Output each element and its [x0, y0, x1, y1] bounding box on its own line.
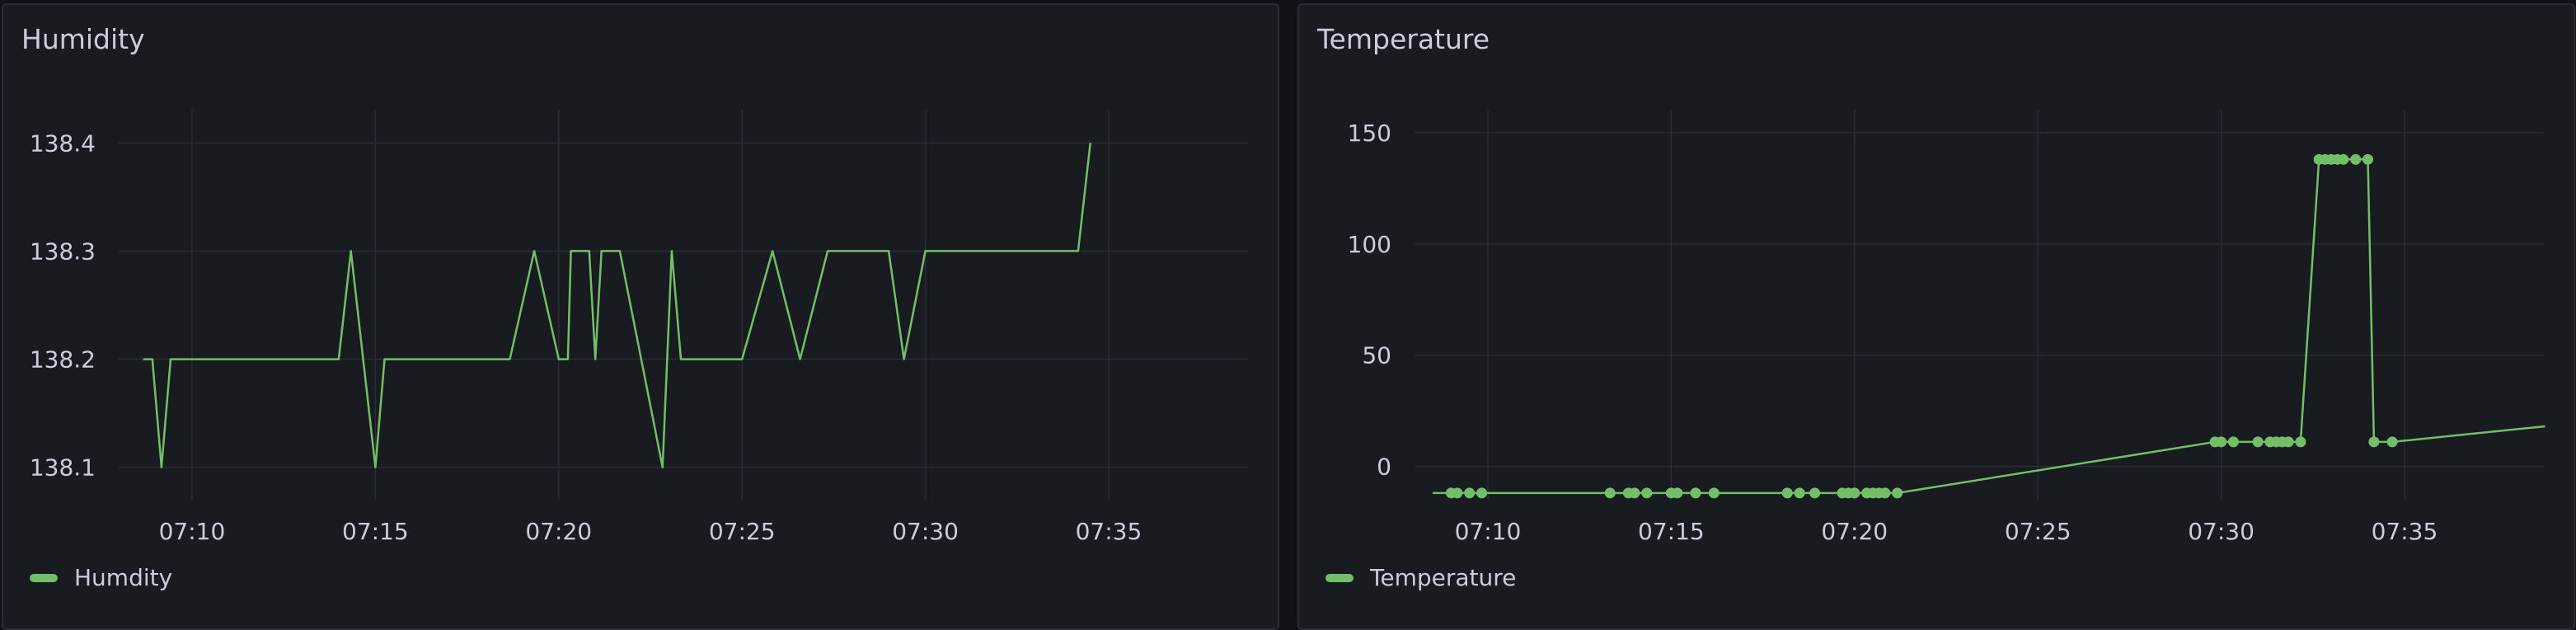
- data-point[interactable]: [2386, 436, 2398, 448]
- y-tick-label: 100: [1348, 231, 1391, 258]
- humidity-panel: Humidity 138.1 138.2 138.3 138.4 07:10 07:15 0…: [2, 3, 1279, 630]
- y-tick-label: 138.4: [30, 129, 96, 157]
- temperature-panel: Temperature 0 50 100 150 07:10 07:15 07:20 07:2…: [1297, 3, 2575, 630]
- legend-swatch-humidity: [30, 573, 58, 582]
- series-line[interactable]: [143, 143, 1091, 468]
- x-tick-label: 07:30: [892, 518, 959, 545]
- temperature-chart: 0 50 100 150 07:10 07:15 07:20 07:25 07:30 07:35: [1348, 110, 2546, 545]
- data-point[interactable]: [2362, 153, 2373, 165]
- data-point[interactable]: [1452, 487, 1463, 499]
- data-point[interactable]: [1476, 487, 1488, 499]
- data-point[interactable]: [2227, 436, 2239, 448]
- data-point[interactable]: [1464, 487, 1476, 499]
- legend-label-humidity: Humdity: [74, 564, 173, 591]
- x-tick-label: 07:25: [2005, 518, 2072, 545]
- data-point[interactable]: [1672, 487, 1683, 499]
- x-tick-label: 07:20: [525, 518, 592, 545]
- y-tick-label: 138.2: [30, 346, 96, 374]
- data-point[interactable]: [1794, 487, 1805, 499]
- panel-title-humidity[interactable]: Humidity: [21, 23, 145, 55]
- x-tick-label: 07:30: [2188, 518, 2255, 545]
- data-point[interactable]: [1641, 487, 1653, 499]
- data-point[interactable]: [1708, 487, 1720, 499]
- legend-item-humidity[interactable]: Humdity: [30, 564, 172, 591]
- data-point[interactable]: [2283, 436, 2294, 448]
- data-point[interactable]: [2216, 436, 2227, 448]
- x-tick-label: 07:35: [1076, 518, 1143, 545]
- data-point[interactable]: [2368, 436, 2380, 448]
- data-point[interactable]: [1849, 487, 1860, 499]
- humidity-chart: 138.1 138.2 138.3 138.4 07:10 07:15 07:20 07:25…: [30, 110, 1248, 545]
- x-tick-label: 07:10: [1455, 518, 1522, 545]
- x-tick-label: 07:25: [709, 518, 776, 545]
- y-tick-label: 0: [1377, 454, 1391, 481]
- data-point[interactable]: [2350, 153, 2362, 165]
- data-point[interactable]: [1879, 487, 1891, 499]
- data-point[interactable]: [1629, 487, 1640, 499]
- x-tick-label: 07:15: [342, 518, 409, 545]
- data-point[interactable]: [2252, 436, 2264, 448]
- x-tick-label: 07:10: [159, 518, 226, 545]
- x-tick-label: 07:20: [1821, 518, 1888, 545]
- data-point[interactable]: [2338, 153, 2349, 165]
- legend-swatch-temperature: [1326, 573, 1354, 582]
- y-tick-label: 150: [1348, 120, 1391, 147]
- data-point[interactable]: [1690, 487, 1701, 499]
- data-point[interactable]: [1604, 487, 1616, 499]
- y-tick-label: 50: [1362, 342, 1391, 369]
- data-point[interactable]: [2295, 436, 2306, 448]
- x-tick-label: 07:35: [2372, 518, 2438, 545]
- data-point[interactable]: [1809, 487, 1821, 499]
- legend-label-temperature: Temperature: [1370, 564, 1517, 591]
- data-point[interactable]: [1892, 487, 1903, 499]
- x-tick-label: 07:15: [1638, 518, 1705, 545]
- y-tick-label: 138.1: [30, 454, 96, 482]
- y-tick-label: 138.3: [30, 237, 96, 265]
- data-point[interactable]: [1781, 487, 1793, 499]
- legend-item-temperature[interactable]: Temperature: [1326, 564, 1516, 591]
- panel-title-temperature[interactable]: Temperature: [1317, 23, 1490, 55]
